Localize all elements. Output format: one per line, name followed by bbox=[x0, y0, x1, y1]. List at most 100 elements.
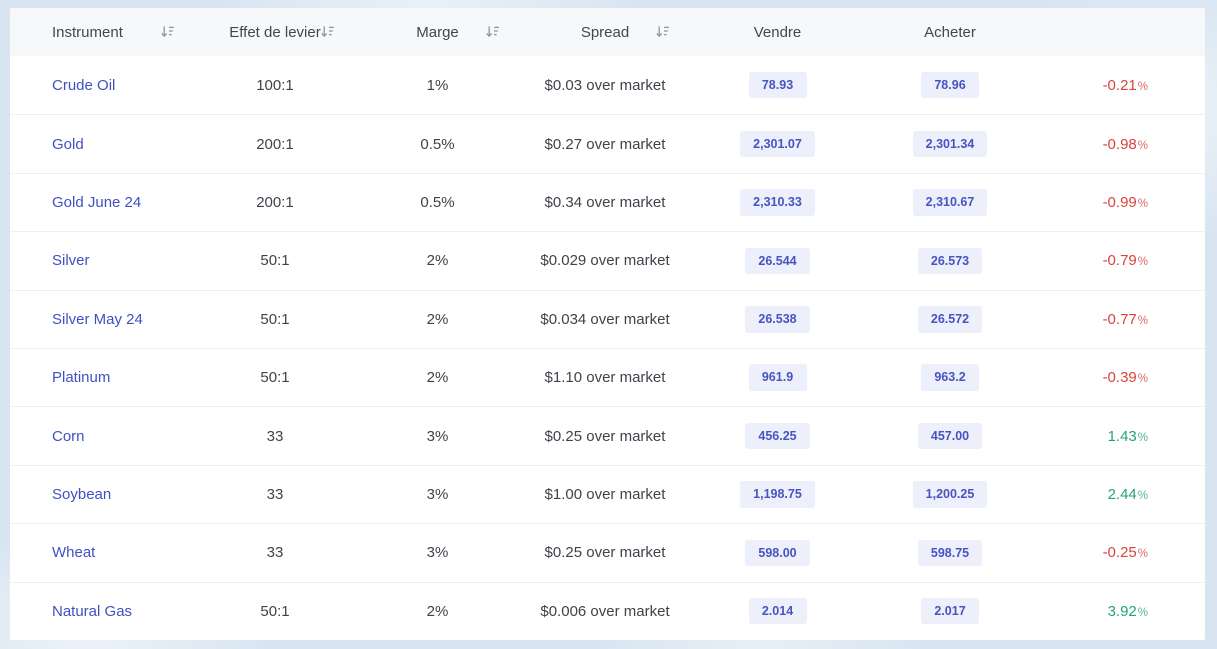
column-label: Marge bbox=[416, 23, 459, 41]
instrument-link[interactable]: Corn bbox=[52, 427, 85, 445]
change-value: -0.79 bbox=[1102, 252, 1137, 270]
buy-price-button[interactable]: 78.96 bbox=[921, 71, 979, 99]
column-label: Effet de levier bbox=[229, 23, 321, 41]
change-value: -0.98 bbox=[1102, 135, 1137, 153]
change-value: 1.43 bbox=[1107, 427, 1137, 445]
sort-descending-icon[interactable] bbox=[485, 25, 500, 39]
margin-value: 0.5% bbox=[420, 135, 455, 153]
margin-value: 3% bbox=[426, 544, 449, 562]
percent-sign: % bbox=[1137, 373, 1148, 386]
margin-value: 3% bbox=[426, 485, 449, 503]
table-row: Wheat 33 3% $0.25 over market 598.00 598… bbox=[10, 523, 1205, 582]
buy-price-button[interactable]: 457.00 bbox=[917, 422, 983, 450]
sell-price-button[interactable]: 2.014 bbox=[748, 597, 807, 625]
table-row: Gold 200:1 0.5% $0.27 over market 2,301.… bbox=[10, 114, 1205, 173]
instrument-link[interactable]: Natural Gas bbox=[52, 602, 133, 620]
sort-descending-icon[interactable] bbox=[320, 25, 335, 39]
change-value: 2.44 bbox=[1107, 485, 1137, 503]
change-value: -0.25 bbox=[1102, 544, 1137, 562]
sell-price-button[interactable]: 1,198.75 bbox=[740, 481, 815, 508]
change-value: -0.21 bbox=[1102, 76, 1137, 94]
spread-value: $0.27 over market bbox=[544, 135, 666, 153]
spread-value: $0.006 over market bbox=[540, 602, 670, 620]
table-row: Gold June 24 200:1 0.5% $0.34 over marke… bbox=[10, 172, 1205, 232]
sell-price-button[interactable]: 26.538 bbox=[745, 306, 810, 333]
margin-value: 2% bbox=[426, 369, 449, 387]
change-percent: 2.44% bbox=[1108, 486, 1148, 503]
leverage-value: 33 bbox=[266, 427, 284, 445]
leverage-value: 50:1 bbox=[260, 310, 290, 328]
sell-price-button[interactable]: 2,310.33 bbox=[740, 189, 815, 216]
change-value: -0.39 bbox=[1102, 369, 1137, 387]
percent-sign: % bbox=[1137, 314, 1148, 327]
change-value: -0.77 bbox=[1102, 310, 1137, 328]
buy-price-button[interactable]: 2,310.67 bbox=[912, 189, 988, 216]
instrument-link[interactable]: Crude Oil bbox=[52, 76, 116, 94]
margin-value: 0.5% bbox=[420, 193, 455, 211]
change-percent: 3.92% bbox=[1108, 603, 1148, 620]
table-row: Soybean 33 3% $1.00 over market 1,198.75… bbox=[10, 464, 1205, 524]
change-percent: -0.99% bbox=[1103, 194, 1148, 211]
column-header-buy: Acheter bbox=[865, 24, 1035, 41]
change-percent: -0.98% bbox=[1103, 136, 1148, 153]
buy-price-button[interactable]: 598.75 bbox=[917, 539, 983, 567]
spread-value: $1.10 over market bbox=[544, 369, 666, 387]
leverage-value: 50:1 bbox=[260, 252, 290, 270]
change-value: -0.99 bbox=[1102, 193, 1137, 211]
percent-sign: % bbox=[1137, 489, 1148, 502]
change-value: 3.92 bbox=[1107, 602, 1137, 620]
instrument-link[interactable]: Silver bbox=[52, 252, 90, 270]
table-row: Platinum 50:1 2% $1.10 over market 961.9… bbox=[10, 347, 1205, 407]
instruments-table: Instrument Effet de levier Marge bbox=[10, 8, 1205, 640]
spread-value: $0.034 over market bbox=[540, 310, 670, 328]
sell-price-button[interactable]: 26.544 bbox=[745, 247, 810, 275]
percent-sign: % bbox=[1137, 139, 1148, 152]
column-label: Vendre bbox=[753, 23, 802, 41]
instrument-link[interactable]: Wheat bbox=[52, 544, 96, 562]
sell-price-button[interactable]: 598.00 bbox=[745, 539, 810, 567]
table-row: Silver 50:1 2% $0.029 over market 26.544… bbox=[10, 231, 1205, 290]
column-header-spread[interactable]: Spread bbox=[520, 24, 690, 41]
change-percent: -0.39% bbox=[1103, 369, 1148, 386]
percent-sign: % bbox=[1137, 548, 1148, 561]
sort-descending-icon[interactable] bbox=[655, 25, 670, 39]
leverage-value: 33 bbox=[266, 485, 284, 503]
buy-price-button[interactable]: 1,200.25 bbox=[912, 481, 988, 508]
sell-price-button[interactable]: 78.93 bbox=[748, 71, 807, 99]
leverage-value: 200:1 bbox=[256, 135, 294, 153]
sort-descending-icon[interactable] bbox=[160, 25, 175, 39]
leverage-value: 100:1 bbox=[256, 76, 294, 94]
spread-value: $1.00 over market bbox=[544, 485, 666, 503]
table-row: Silver May 24 50:1 2% $0.034 over market… bbox=[10, 289, 1205, 348]
instrument-link[interactable]: Silver May 24 bbox=[52, 310, 143, 328]
sell-price-button[interactable]: 2,301.07 bbox=[740, 130, 815, 158]
sell-price-button[interactable]: 456.25 bbox=[745, 422, 810, 450]
leverage-value: 200:1 bbox=[256, 193, 294, 211]
sell-price-button[interactable]: 961.9 bbox=[748, 364, 807, 391]
margin-value: 1% bbox=[426, 76, 449, 94]
column-header-sell: Vendre bbox=[690, 24, 865, 41]
margin-value: 2% bbox=[426, 310, 449, 328]
column-label: Spread bbox=[580, 23, 630, 41]
column-header-instrument[interactable]: Instrument bbox=[10, 24, 195, 41]
column-header-margin[interactable]: Marge bbox=[355, 24, 520, 41]
spread-value: $0.25 over market bbox=[544, 544, 666, 562]
spread-value: $0.34 over market bbox=[544, 193, 666, 211]
leverage-value: 50:1 bbox=[260, 369, 290, 387]
column-header-leverage[interactable]: Effet de levier bbox=[195, 24, 355, 41]
table-row: Natural Gas 50:1 2% $0.006 over market 2… bbox=[10, 581, 1205, 640]
buy-price-button[interactable]: 26.572 bbox=[917, 306, 983, 333]
instrument-link[interactable]: Gold bbox=[52, 135, 84, 153]
buy-price-button[interactable]: 963.2 bbox=[921, 364, 979, 391]
change-percent: -0.25% bbox=[1103, 544, 1148, 561]
change-percent: -0.77% bbox=[1103, 311, 1148, 328]
instrument-link[interactable]: Gold June 24 bbox=[52, 193, 142, 211]
instrument-link[interactable]: Platinum bbox=[52, 369, 111, 387]
column-label: Acheter bbox=[924, 23, 976, 41]
margin-value: 3% bbox=[426, 427, 449, 445]
buy-price-button[interactable]: 26.573 bbox=[917, 247, 983, 275]
leverage-value: 50:1 bbox=[260, 602, 290, 620]
buy-price-button[interactable]: 2,301.34 bbox=[912, 130, 988, 158]
buy-price-button[interactable]: 2.017 bbox=[921, 597, 979, 625]
instrument-link[interactable]: Soybean bbox=[52, 485, 112, 503]
